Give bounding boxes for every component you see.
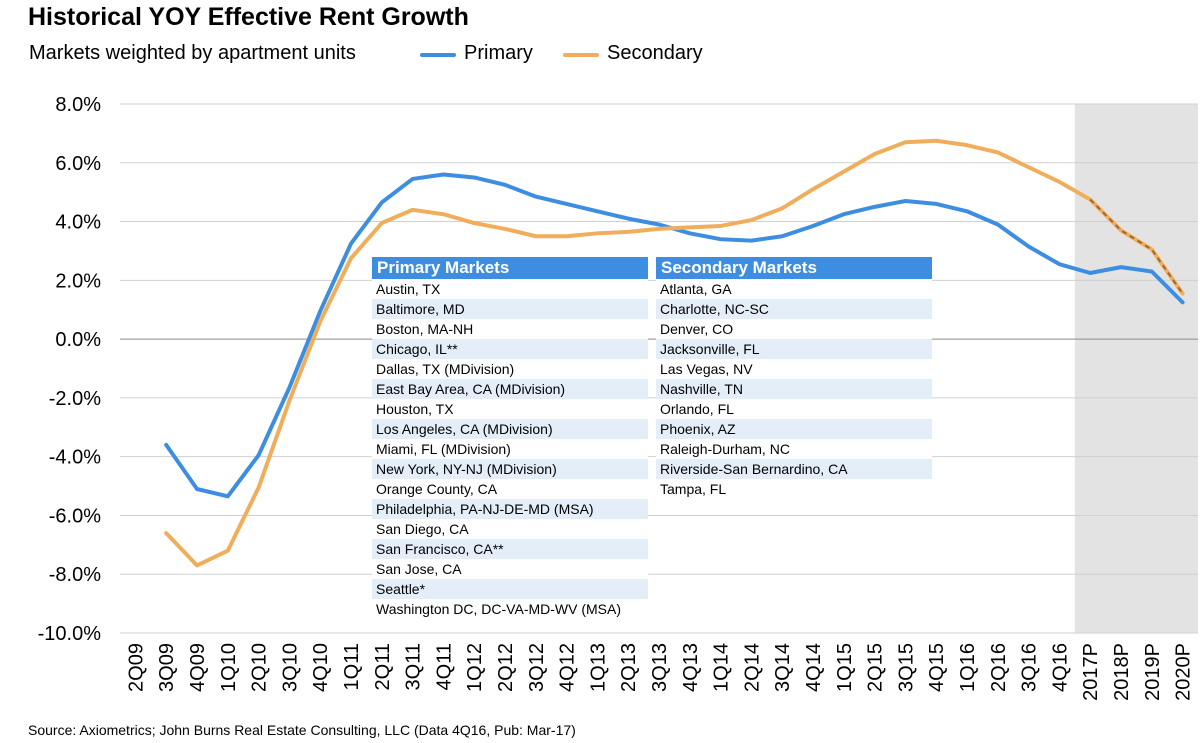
y-tick-label: -2.0% [49,388,101,410]
table-row: Chicago, IL** [372,339,648,359]
x-tick-label: 2Q14 [741,643,763,692]
x-tick-label: 3Q12 [526,643,548,692]
x-tick-label: 3Q09 [156,643,178,692]
secondary-markets-table: Secondary Markets Atlanta, GA Charlotte, … [656,257,932,499]
table-row: Atlanta, GA [656,279,932,299]
x-tick-label: 3Q16 [1019,643,1041,692]
forecast-shading [1074,104,1198,633]
y-tick-label: 6.0% [55,153,101,175]
x-tick-label: 1Q15 [834,643,856,692]
x-tick-label: 2019P [1142,643,1164,701]
x-tick-label: 4Q16 [1049,643,1071,692]
x-tick-label: 2018P [1111,643,1133,701]
table-row: Washington DC, DC-VA-MD-WV (MSA) [372,599,648,619]
table-row: San Diego, CA [372,519,648,539]
table-row: Nashville, TN [656,379,932,399]
x-tick-label: 1Q12 [464,643,486,692]
table-row: Riverside-San Bernardino, CA [656,459,932,479]
y-tick-label: -10.0% [38,623,102,645]
x-tick-label: 4Q10 [310,643,332,692]
y-tick-label: 8.0% [55,94,101,116]
primary-markets-table: Primary Markets Austin, TX Baltimore, MD B… [372,257,648,619]
table-row: Miami, FL (MDivision) [372,439,648,459]
y-tick-label: -6.0% [49,505,101,527]
x-tick-label: 2017P [1080,643,1102,701]
table-row: Houston, TX [372,399,648,419]
table-row: Boston, MA-NH [372,319,648,339]
x-tick-label: 1Q16 [957,643,979,692]
table-row: San Jose, CA [372,559,648,579]
x-tick-label: 4Q12 [557,643,579,692]
x-tick-label: 3Q14 [772,643,794,692]
series-line-secondary [164,138,1185,568]
x-tick-label: 1Q14 [711,643,733,692]
table-row: New York, NY-NJ (MDivision) [372,459,648,479]
x-tick-label: 2Q13 [618,643,640,692]
legend-label-primary: Primary [464,42,533,64]
legend-swatch-secondary [563,53,599,57]
x-tick-label: 4Q11 [433,643,455,690]
y-tick-label: -4.0% [49,447,101,469]
x-tick-label: 3Q11 [403,643,425,690]
table-row: Seattle* [372,579,648,599]
chart-subtitle: Markets weighted by apartment units [29,42,356,64]
table-row: Los Angeles, CA (MDivision) [372,419,648,439]
x-tick-label: 2Q09 [125,643,147,692]
chart-title: Historical YOY Effective Rent Growth [28,3,469,31]
table-row: Jacksonville, FL [656,339,932,359]
x-tick-label: 2020P [1173,643,1195,701]
x-tick-label: 4Q14 [803,643,825,692]
table-row: Philadelphia, PA-NJ-DE-MD (MSA) [372,499,648,519]
x-tick-label: 2Q11 [372,643,394,690]
table-row: Dallas, TX (MDivision) [372,359,648,379]
x-tick-label: 3Q13 [649,643,671,692]
legend-label-secondary: Secondary [607,42,703,64]
table-row: Baltimore, MD [372,299,648,319]
table-row: Las Vegas, NV [656,359,932,379]
x-tick-label: 1Q11 [341,643,363,690]
forecast-dash-secondary [1089,198,1184,295]
table-row: San Francisco, CA** [372,539,648,559]
x-tick-label: 4Q15 [926,643,948,692]
x-tick-label: 2Q12 [495,643,517,692]
table-row: Raleigh-Durham, NC [656,439,932,459]
table-row: Phoenix, AZ [656,419,932,439]
table-row: Charlotte, NC-SC [656,299,932,319]
primary-markets-header: Primary Markets [372,257,648,279]
table-row: Denver, CO [656,319,932,339]
legend-swatch-primary [420,53,456,57]
x-tick-label: 3Q10 [279,643,301,692]
table-row: East Bay Area, CA (MDivision) [372,379,648,399]
x-tick-label: 1Q10 [218,643,240,692]
table-row: Tampa, FL [656,479,932,499]
x-tick-label: 3Q15 [895,643,917,692]
y-tick-label: 0.0% [55,329,101,351]
y-tick-label: -8.0% [49,564,101,586]
table-row: Orange County, CA [372,479,648,499]
y-tick-label: 2.0% [55,270,101,292]
y-tick-label: 4.0% [55,212,101,234]
table-row: Austin, TX [372,279,648,299]
source-note: Source: Axiometrics; John Burns Real Est… [28,722,576,738]
table-row: Orlando, FL [656,399,932,419]
x-tick-label: 2Q15 [865,643,887,692]
x-tick-label: 4Q09 [187,643,209,692]
secondary-markets-header: Secondary Markets [656,257,932,279]
x-tick-label: 4Q13 [680,643,702,692]
x-tick-label: 2Q16 [988,643,1010,692]
x-tick-label: 2Q10 [249,643,271,692]
x-tick-label: 1Q13 [587,643,609,692]
